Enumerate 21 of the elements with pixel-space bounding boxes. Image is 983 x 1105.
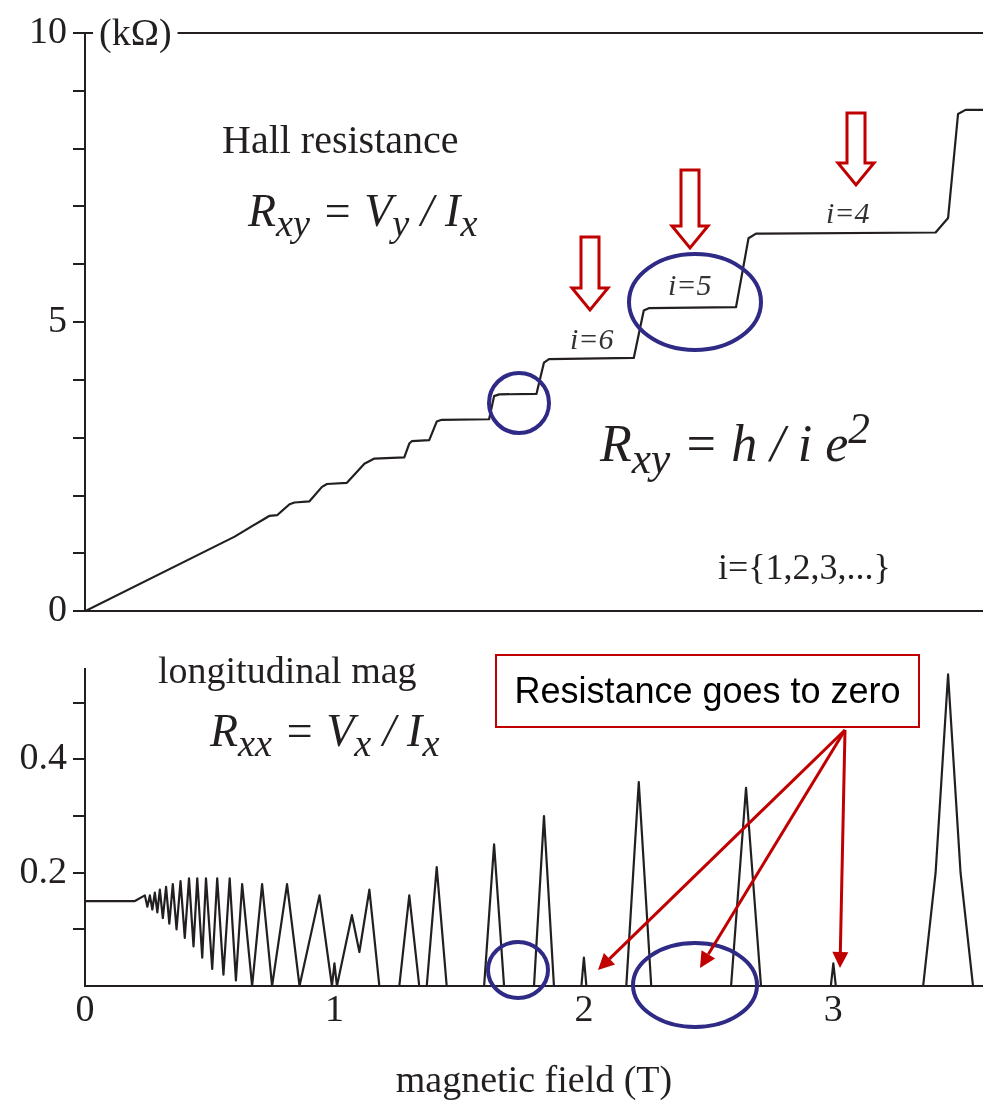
annotation: i=5 xyxy=(668,268,712,301)
y-tick-label: 0.2 xyxy=(19,848,67,891)
x-tick-label: 2 xyxy=(574,986,594,1029)
annotation: Resistance goes to zero xyxy=(495,654,920,728)
annotation: longitudinal mag xyxy=(158,649,417,692)
x-tick-label: 3 xyxy=(823,986,843,1029)
y-tick-label: 5 xyxy=(48,298,67,341)
annotation: Hall resistance xyxy=(222,117,459,162)
y-tick-label: 0.4 xyxy=(19,735,67,778)
y-tick-label: 10 xyxy=(29,8,67,51)
annotation: R$_{xy}$ = h / i e$^{2}$ xyxy=(600,404,870,483)
y-tick-label: 0 xyxy=(48,587,67,630)
annotation: i=4 xyxy=(826,196,870,229)
x-tick-label: 0 xyxy=(75,986,95,1029)
annotation: R$_{xx}$ = V$_{x}$ / I$_{x}$ xyxy=(210,705,440,765)
annotation: R$_{xy}$ = V$_{y}$ / I$_{x}$ xyxy=(248,185,478,245)
y-axis-title: (kΩ) xyxy=(99,10,172,54)
x-axis-title: magnetic field (T) xyxy=(395,1058,673,1102)
annotation: i=6 xyxy=(570,322,614,355)
annotation: i={1,2,3,...} xyxy=(718,547,891,588)
x-tick-label: 1 xyxy=(324,986,344,1029)
